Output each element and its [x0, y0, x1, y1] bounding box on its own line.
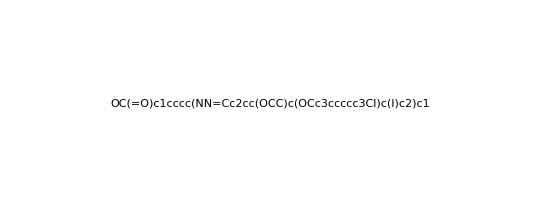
Text: OC(=O)c1cccc(NN=Cc2cc(OCC)c(OCc3ccccc3Cl)c(I)c2)c1: OC(=O)c1cccc(NN=Cc2cc(OCC)c(OCc3ccccc3Cl… — [110, 98, 430, 108]
